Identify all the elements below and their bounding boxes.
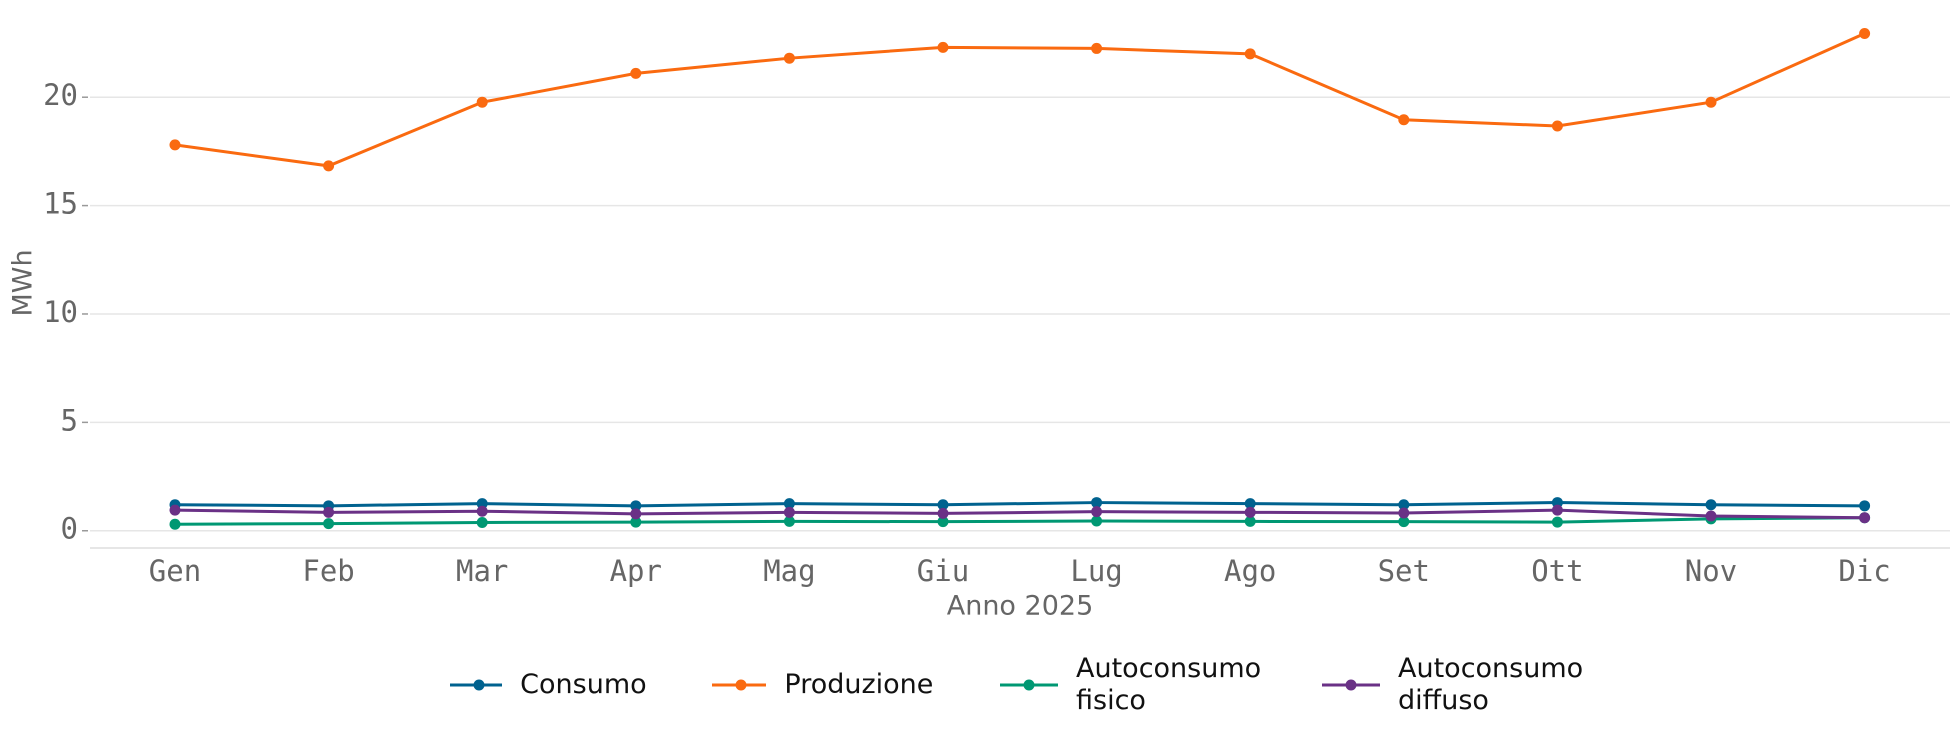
data-point xyxy=(323,506,335,518)
data-point xyxy=(1859,27,1871,39)
y-tick-label: 10 xyxy=(43,295,78,329)
data-point xyxy=(937,41,949,53)
data-point xyxy=(1091,497,1103,509)
y-tick-label: 15 xyxy=(43,187,78,221)
x-tick-label: Feb xyxy=(302,554,354,588)
data-point xyxy=(323,160,335,172)
series-line xyxy=(174,516,1865,526)
data-point xyxy=(169,504,181,516)
legend-label: Produzione xyxy=(784,669,934,700)
legend-item: Produzione xyxy=(712,650,972,720)
data-point xyxy=(1551,516,1563,528)
x-tick-label: Set xyxy=(1378,554,1430,588)
legend-label: Autoconsumo diffuso xyxy=(1398,653,1584,716)
data-point xyxy=(476,96,488,108)
x-tick-label: Dic xyxy=(1838,554,1890,588)
x-tick-label: Gen xyxy=(149,554,201,588)
x-tick-label: Lug xyxy=(1070,554,1122,588)
data-point xyxy=(783,498,795,510)
legend-swatch-dot xyxy=(473,679,485,691)
data-point xyxy=(1551,120,1563,132)
data-point xyxy=(1398,516,1410,528)
data-point xyxy=(1705,510,1717,522)
data-point xyxy=(1705,499,1717,511)
x-tick-label: Giu xyxy=(917,554,969,588)
legend-item: Autoconsumo diffuso xyxy=(1322,650,1584,720)
data-point xyxy=(1091,506,1103,518)
data-point xyxy=(1091,42,1103,54)
legend: Consumo Produzione Autoconsumo fisico Autoc… xyxy=(0,650,1960,730)
legend-label: Autoconsumo fisico xyxy=(1076,653,1262,716)
legend-label: Consumo xyxy=(520,669,647,700)
y-tick-label: 0 xyxy=(61,512,78,546)
x-tick-label: Apr xyxy=(610,554,662,588)
data-point xyxy=(169,139,181,151)
data-point xyxy=(169,518,181,530)
data-point xyxy=(1398,499,1410,511)
legend-swatch xyxy=(450,679,503,691)
x-tick-label: Mag xyxy=(763,554,815,588)
data-point xyxy=(476,505,488,517)
x-tick-label: Ott xyxy=(1531,554,1583,588)
data-point xyxy=(1091,515,1103,527)
data-point xyxy=(937,507,949,519)
chart: Anno 2025 MWh 0 5 10 15 20 Gen Feb Mar Apr Mag Giu… xyxy=(8,27,1950,622)
data-point xyxy=(1244,506,1256,518)
data-point xyxy=(1551,497,1563,509)
data-point xyxy=(1244,515,1256,527)
data-point xyxy=(1398,114,1410,126)
legend-swatch-dot xyxy=(1023,679,1035,691)
data-point xyxy=(783,515,795,527)
x-tick-label: Mar xyxy=(456,554,508,588)
series-line xyxy=(174,508,1865,520)
legend-swatch xyxy=(1322,679,1380,691)
data-point xyxy=(476,498,488,510)
legend-item: Consumo xyxy=(450,650,700,720)
data-point xyxy=(1398,507,1410,519)
data-point xyxy=(1551,504,1563,516)
data-point xyxy=(1244,48,1256,60)
series-line xyxy=(174,501,1865,508)
data-point xyxy=(1859,500,1871,512)
legend-item: Autoconsumo fisico xyxy=(1000,650,1262,720)
x-axis-title: Anno 2025 xyxy=(947,591,1094,622)
data-point xyxy=(630,516,642,528)
data-point xyxy=(630,508,642,520)
legend-swatch-dot xyxy=(735,679,747,691)
data-point xyxy=(1859,512,1871,524)
data-point xyxy=(937,516,949,528)
data-point xyxy=(476,517,488,529)
legend-swatch-dot xyxy=(1345,679,1357,691)
data-point xyxy=(1244,498,1256,510)
y-tick-label: 5 xyxy=(61,403,78,437)
data-point xyxy=(630,500,642,512)
x-tick-label: Nov xyxy=(1685,554,1737,588)
data-point xyxy=(937,499,949,511)
data-point xyxy=(630,67,642,79)
data-point xyxy=(323,518,335,530)
y-tick-label: 20 xyxy=(43,78,78,112)
legend-swatch xyxy=(712,679,767,691)
x-tick-label: Ago xyxy=(1224,554,1276,588)
data-point xyxy=(783,506,795,518)
data-point xyxy=(1705,96,1717,108)
y-axis-title: MWh xyxy=(8,249,39,316)
legend-swatch xyxy=(1000,679,1058,691)
series-line xyxy=(174,32,1866,168)
data-point xyxy=(783,52,795,64)
